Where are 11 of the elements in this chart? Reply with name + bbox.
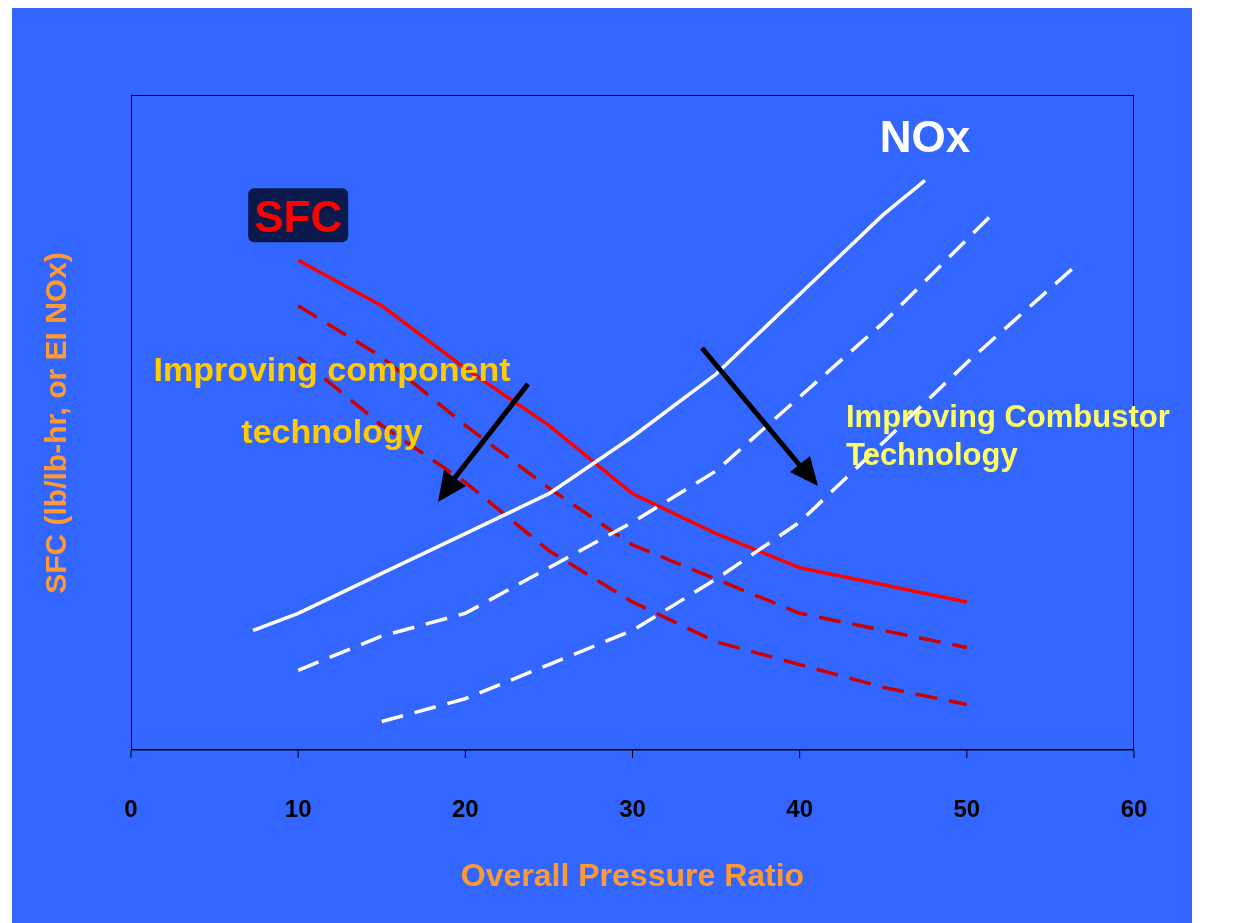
x-tick-label: 10 [284,795,312,823]
x-tick-label: 30 [619,795,646,823]
x-tick-label: 40 [786,795,814,823]
x-tick-label: 50 [953,795,981,823]
x-tick-label: 20 [451,795,479,823]
y-axis-title: SFC (lb/lb-hr, or EI NOx) [39,251,73,594]
series-label: SFC [254,192,343,242]
x-tick-label: 0 [124,795,138,823]
x-axis-title: Overall Pressure Ratio [460,857,805,893]
x-tick-label: 60 [1120,795,1148,823]
series-label: NOx [879,112,971,162]
